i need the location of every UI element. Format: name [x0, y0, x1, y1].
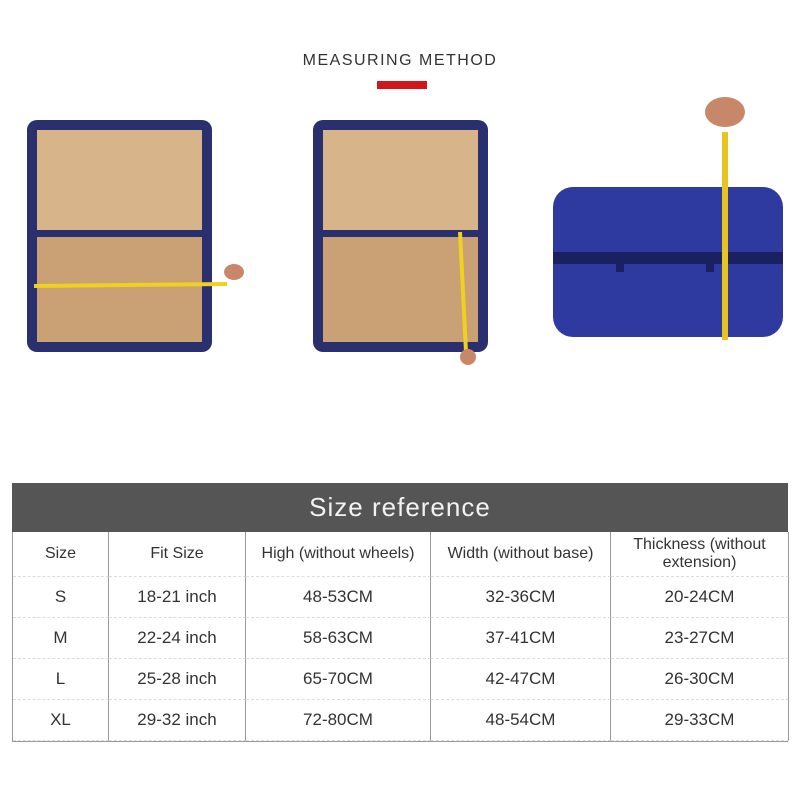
cell-size: S	[13, 577, 109, 618]
suitcase-height-measure-photo	[313, 120, 488, 365]
cell-high: 65-70CM	[246, 659, 431, 700]
size-reference-table: Size reference Size Fit Size High (witho…	[12, 483, 789, 742]
cell-high: 58-63CM	[246, 618, 431, 659]
cell-fit-size: 22-24 inch	[109, 618, 246, 659]
col-header-width: Width (without base)	[431, 532, 611, 577]
col-header-fit-size: Fit Size	[109, 532, 246, 577]
cell-thickness: 29-33CM	[611, 700, 789, 741]
cell-width: 37-41CM	[431, 618, 611, 659]
cell-size: L	[13, 659, 109, 700]
col-header-high: High (without wheels)	[246, 532, 431, 577]
cell-width: 42-47CM	[431, 659, 611, 700]
cell-fit-size: 25-28 inch	[109, 659, 246, 700]
title-underline	[377, 81, 427, 89]
cell-thickness: 26-30CM	[611, 659, 789, 700]
cell-size: XL	[13, 700, 109, 741]
table-title: Size reference	[12, 483, 788, 532]
size-grid: Size Fit Size High (without wheels) Widt…	[12, 532, 789, 742]
col-header-thickness: Thickness (without extension)	[611, 532, 789, 577]
cell-high: 72-80CM	[246, 700, 431, 741]
cell-fit-size: 18-21 inch	[109, 577, 246, 618]
cell-fit-size: 29-32 inch	[109, 700, 246, 741]
cell-width: 48-54CM	[431, 700, 611, 741]
cell-thickness: 23-27CM	[611, 618, 789, 659]
suitcase-width-measure-photo	[27, 120, 244, 352]
measuring-method-title: MEASURING METHOD	[302, 52, 498, 69]
cell-size: M	[13, 618, 109, 659]
suitcase-thickness-measure-photo	[553, 97, 783, 340]
cell-thickness: 20-24CM	[611, 577, 789, 618]
col-header-size: Size	[13, 532, 109, 577]
cell-width: 32-36CM	[431, 577, 611, 618]
cell-high: 48-53CM	[246, 577, 431, 618]
